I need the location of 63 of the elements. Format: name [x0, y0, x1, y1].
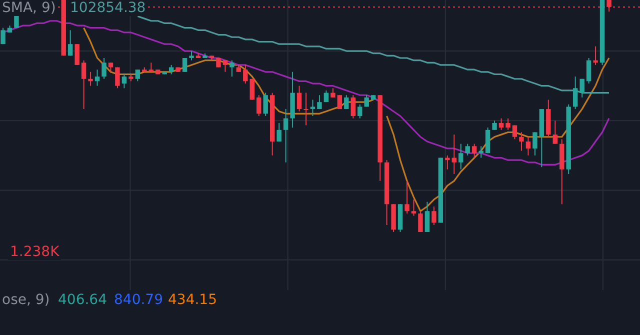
candlestick [485, 127, 490, 154]
candlestick [580, 78, 584, 98]
candlestick [182, 58, 188, 72]
candlestick [411, 199, 416, 216]
candlestick [532, 132, 538, 156]
candlestick [424, 201, 430, 232]
candlestick [445, 154, 450, 170]
candlestick [115, 66, 120, 89]
candlestick [418, 210, 423, 232]
candlestick [102, 58, 106, 80]
candlestick [506, 118, 510, 130]
candlestick [330, 88, 336, 98]
annotation: SMA, 9) [0, 0, 58, 16]
candlestick [88, 71, 93, 86]
candlestick [358, 104, 362, 119]
text: 840.79 [112, 292, 165, 308]
candlestick [432, 206, 436, 226]
candlestick [552, 120, 558, 144]
candlestick [593, 46, 598, 66]
candlestick [230, 60, 234, 78]
candlestick [122, 74, 127, 89]
candlestick [498, 118, 504, 130]
candlestick [256, 94, 262, 116]
candlestick [310, 99, 316, 116]
candlestick [572, 76, 578, 110]
candlestick [68, 30, 73, 56]
candlestick [458, 143, 464, 170]
candlestick [304, 92, 308, 126]
candlestick [337, 94, 342, 110]
candlestick [344, 94, 349, 110]
candlestick [276, 122, 282, 142]
candlestick [404, 180, 410, 214]
candlestick [526, 136, 531, 156]
candlestick [317, 94, 322, 110]
candlestick [350, 94, 356, 119]
candlestick [189, 50, 194, 61]
candlestick [108, 62, 114, 72]
candlestick [135, 69, 140, 82]
candlestick [168, 64, 174, 75]
candlestick [0, 27, 6, 45]
text: ose, 9) [0, 292, 52, 308]
candlestick [452, 134, 456, 174]
candlestick [519, 132, 524, 152]
text: 434.15 [166, 292, 219, 308]
candlestick [81, 60, 86, 110]
text: 406.64 [56, 292, 109, 308]
candlestick [472, 143, 477, 158]
candlestick [512, 124, 518, 140]
candlestick [94, 69, 100, 86]
candlestick [250, 78, 254, 100]
candlestick [216, 58, 221, 68]
candlestick [296, 85, 302, 112]
candlestick [478, 146, 484, 158]
candlestick [148, 62, 154, 72]
candlestick [243, 64, 248, 84]
annotation: 102854.38 [68, 0, 148, 16]
candlestick [74, 44, 80, 66]
candlestick [492, 120, 497, 130]
candlestick [263, 92, 268, 116]
text: 1.238K [8, 244, 62, 260]
candlestick [465, 143, 470, 156]
candlestick [586, 58, 592, 84]
candlestick [283, 108, 288, 163]
